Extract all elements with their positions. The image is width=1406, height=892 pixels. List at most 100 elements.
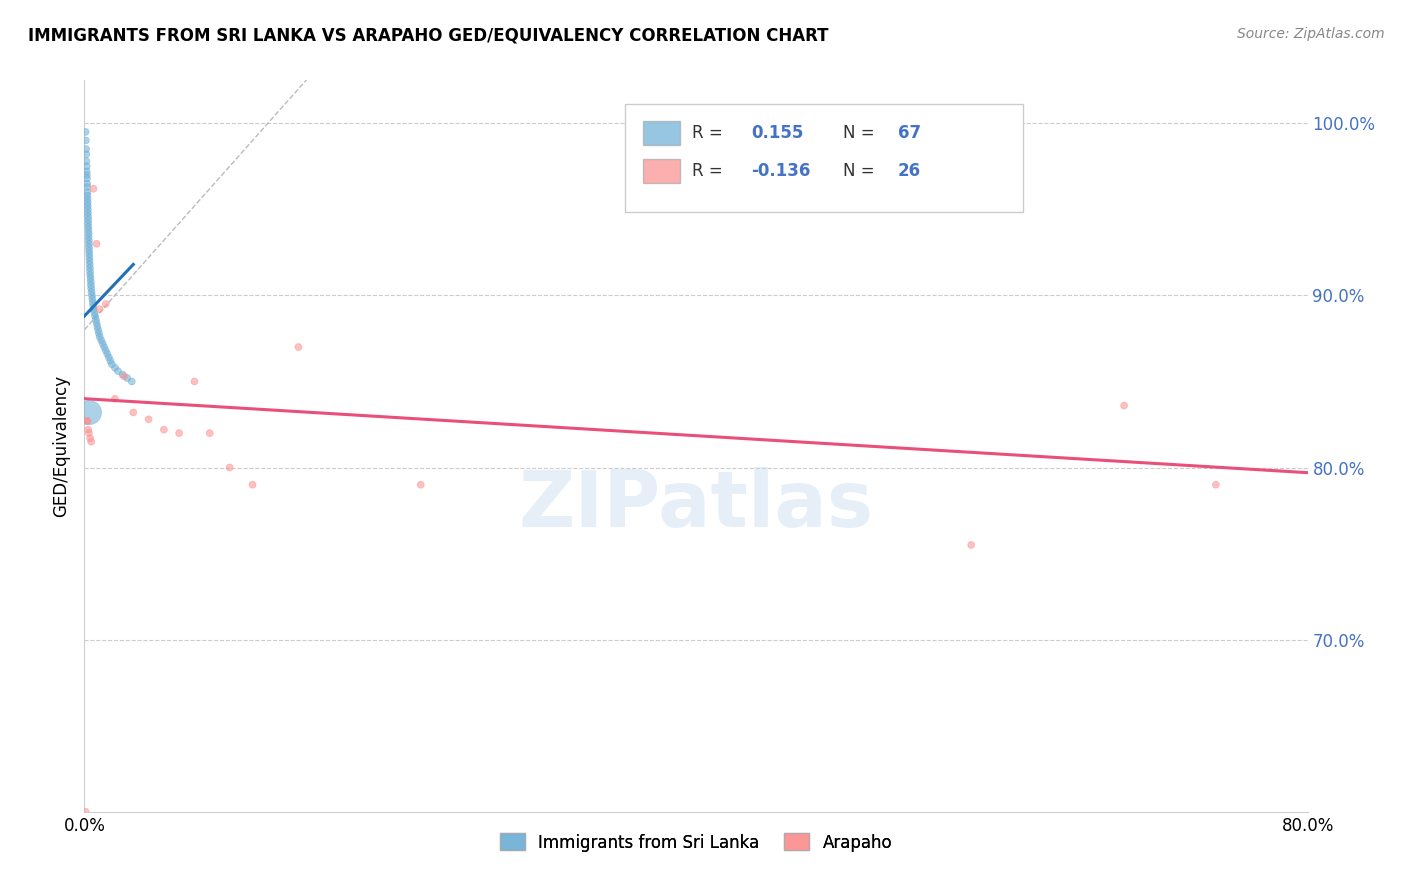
- Text: IMMIGRANTS FROM SRI LANKA VS ARAPAHO GED/EQUIVALENCY CORRELATION CHART: IMMIGRANTS FROM SRI LANKA VS ARAPAHO GED…: [28, 27, 828, 45]
- Point: [84, 312, 107, 326]
- Point: [76, 185, 98, 199]
- Legend: Immigrants from Sri Lanka, Arapaho: Immigrants from Sri Lanka, Arapaho: [494, 827, 898, 858]
- Point: [76, 414, 98, 428]
- Point: [76, 171, 98, 186]
- Text: R =: R =: [692, 162, 723, 180]
- Point: [77, 206, 100, 220]
- Point: [218, 460, 240, 475]
- Point: [87, 323, 110, 337]
- Point: [121, 375, 143, 389]
- Text: R =: R =: [692, 124, 723, 142]
- Point: [91, 336, 114, 351]
- Point: [111, 368, 134, 382]
- Point: [183, 375, 205, 389]
- Point: [122, 405, 145, 419]
- Point: [77, 405, 100, 419]
- Point: [107, 364, 129, 378]
- Point: [93, 340, 115, 354]
- Point: [80, 285, 103, 299]
- Point: [76, 180, 98, 194]
- Text: 67: 67: [898, 124, 921, 142]
- Point: [77, 219, 100, 234]
- Point: [153, 423, 176, 437]
- Point: [115, 371, 138, 385]
- Point: [96, 347, 118, 361]
- Point: [76, 199, 98, 213]
- Point: [101, 357, 124, 371]
- Point: [79, 257, 101, 271]
- Point: [80, 281, 103, 295]
- Point: [76, 164, 98, 178]
- Point: [82, 299, 104, 313]
- Point: [86, 319, 108, 334]
- Point: [77, 244, 100, 258]
- Text: Source: ZipAtlas.com: Source: ZipAtlas.com: [1237, 27, 1385, 41]
- Point: [77, 240, 100, 254]
- FancyBboxPatch shape: [626, 103, 1022, 212]
- Point: [77, 209, 100, 223]
- Point: [77, 423, 100, 437]
- Point: [83, 305, 105, 319]
- Point: [1114, 399, 1136, 413]
- Point: [104, 360, 127, 375]
- Text: 26: 26: [898, 162, 921, 180]
- Point: [76, 188, 98, 202]
- Bar: [644, 121, 681, 145]
- Point: [409, 477, 432, 491]
- Point: [86, 236, 108, 251]
- Point: [82, 295, 104, 310]
- Point: [1205, 477, 1227, 491]
- Point: [77, 233, 100, 247]
- Point: [287, 340, 309, 354]
- Point: [76, 168, 98, 182]
- Point: [112, 369, 135, 384]
- Point: [97, 351, 120, 365]
- Point: [75, 134, 97, 148]
- Point: [76, 192, 98, 206]
- Point: [77, 202, 100, 217]
- Point: [77, 236, 100, 251]
- Point: [84, 309, 107, 323]
- Point: [79, 431, 101, 445]
- Point: [104, 392, 127, 406]
- Point: [83, 302, 105, 317]
- Point: [138, 412, 160, 426]
- Point: [76, 159, 98, 173]
- Point: [198, 426, 221, 441]
- Point: [75, 147, 97, 161]
- Bar: [644, 160, 681, 183]
- Point: [242, 477, 264, 491]
- Text: 0.155: 0.155: [751, 124, 803, 142]
- Point: [98, 353, 121, 368]
- Point: [77, 247, 100, 261]
- Y-axis label: GED/Equivalency: GED/Equivalency: [52, 375, 70, 517]
- Text: ZIPatlas: ZIPatlas: [519, 467, 873, 542]
- Point: [75, 805, 97, 819]
- Point: [76, 177, 98, 191]
- Point: [90, 333, 112, 347]
- Point: [167, 426, 190, 441]
- Point: [960, 538, 983, 552]
- Point: [79, 251, 101, 265]
- Point: [76, 414, 98, 428]
- Point: [89, 329, 111, 343]
- Point: [86, 316, 108, 330]
- Text: N =: N =: [842, 124, 875, 142]
- Point: [76, 154, 98, 169]
- Point: [94, 297, 117, 311]
- Point: [75, 125, 97, 139]
- Point: [77, 216, 100, 230]
- Point: [80, 434, 103, 449]
- Point: [77, 426, 100, 441]
- Point: [79, 254, 101, 268]
- Point: [89, 302, 111, 317]
- Point: [77, 223, 100, 237]
- Point: [79, 268, 101, 282]
- Point: [79, 260, 101, 275]
- Point: [82, 292, 104, 306]
- Point: [83, 182, 105, 196]
- Point: [77, 227, 100, 241]
- Point: [94, 343, 117, 358]
- Point: [75, 142, 97, 156]
- Point: [77, 230, 100, 244]
